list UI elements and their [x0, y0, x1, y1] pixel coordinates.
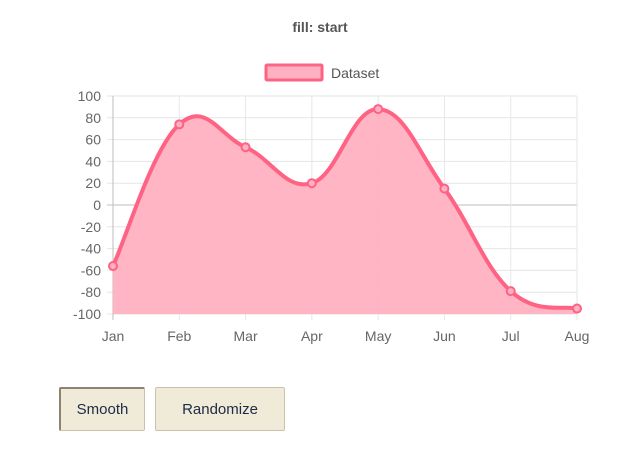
chart-container: fill: start Dataset 100 80 60 40 20 0 -20 -40 -6…	[73, 19, 590, 344]
data-point[interactable]	[505, 286, 516, 297]
y-tick-label: 40	[85, 153, 101, 169]
x-tick-label: Jan	[102, 328, 125, 344]
chart-title: fill: start	[292, 19, 348, 35]
randomize-button[interactable]: Randomize	[155, 387, 285, 431]
series-area-fill	[113, 109, 577, 314]
x-axis-ticks: Jan Feb Mar Apr May Jun Jul Aug	[102, 328, 590, 344]
x-tick-label: May	[365, 328, 391, 344]
data-point[interactable]	[572, 303, 582, 314]
y-tick-label: 100	[78, 88, 102, 104]
y-tick-label: 60	[85, 132, 101, 148]
data-points[interactable]	[108, 104, 582, 314]
data-point[interactable]	[174, 119, 185, 130]
x-tick-label: Jul	[502, 328, 520, 344]
x-tick-label: Mar	[234, 328, 258, 344]
smooth-button[interactable]: Smooth	[59, 387, 145, 431]
x-tick-label: Jun	[433, 328, 456, 344]
legend-swatch[interactable]	[264, 63, 324, 82]
data-point[interactable]	[439, 183, 450, 194]
data-point[interactable]	[240, 142, 251, 153]
y-axis-ticks: 100 80 60 40 20 0 -20 -40 -60 -80 -100	[73, 88, 101, 322]
area-chart: fill: start Dataset 100 80 60 40 20 0 -20 -40 -6…	[73, 19, 590, 344]
y-tick-label: -80	[81, 284, 101, 300]
y-tick-label: -60	[81, 262, 101, 278]
legend-label[interactable]: Dataset	[331, 65, 379, 81]
x-tick-label: Aug	[565, 328, 590, 344]
x-tick-label: Apr	[301, 328, 323, 344]
data-point[interactable]	[306, 178, 317, 189]
y-tick-label: -100	[73, 306, 101, 322]
y-tick-label: 80	[85, 110, 101, 126]
data-point[interactable]	[108, 261, 118, 272]
y-tick-label: -20	[81, 219, 101, 235]
y-tick-label: -40	[81, 241, 101, 257]
legend[interactable]: Dataset	[264, 63, 379, 82]
y-tick-label: 20	[85, 175, 101, 191]
y-tick-label: 0	[93, 197, 101, 213]
data-point[interactable]	[373, 104, 384, 115]
x-tick-label: Feb	[167, 328, 191, 344]
